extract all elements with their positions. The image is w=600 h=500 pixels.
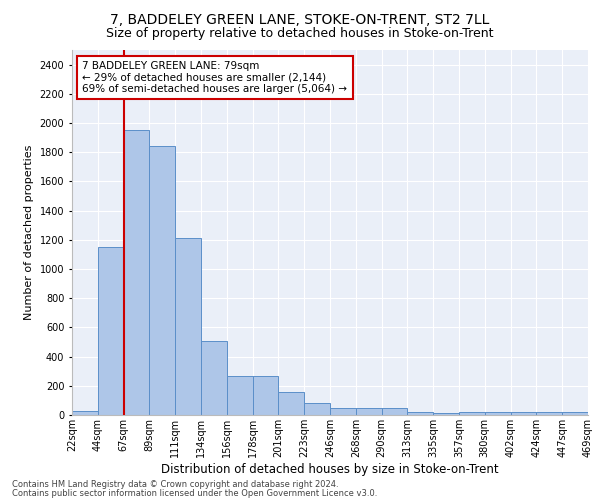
Text: Contains public sector information licensed under the Open Government Licence v3: Contains public sector information licen… — [12, 489, 377, 498]
Bar — [356, 408, 382, 415]
Bar — [459, 412, 485, 415]
Bar — [201, 340, 227, 415]
X-axis label: Distribution of detached houses by size in Stoke-on-Trent: Distribution of detached houses by size … — [161, 462, 499, 475]
Bar — [433, 413, 459, 415]
Text: 7, BADDELEY GREEN LANE, STOKE-ON-TRENT, ST2 7LL: 7, BADDELEY GREEN LANE, STOKE-ON-TRENT, … — [110, 12, 490, 26]
Bar — [304, 404, 330, 415]
Bar — [485, 412, 511, 415]
Bar — [149, 146, 175, 415]
Bar — [98, 247, 124, 415]
Bar — [511, 412, 536, 415]
Bar — [72, 410, 98, 415]
Bar — [382, 408, 407, 415]
Bar — [330, 408, 356, 415]
Bar — [175, 238, 201, 415]
Bar — [407, 412, 433, 415]
Bar — [253, 376, 278, 415]
Bar — [278, 392, 304, 415]
Text: 7 BADDELEY GREEN LANE: 79sqm
← 29% of detached houses are smaller (2,144)
69% of: 7 BADDELEY GREEN LANE: 79sqm ← 29% of de… — [82, 61, 347, 94]
Text: Size of property relative to detached houses in Stoke-on-Trent: Size of property relative to detached ho… — [106, 28, 494, 40]
Text: Contains HM Land Registry data © Crown copyright and database right 2024.: Contains HM Land Registry data © Crown c… — [12, 480, 338, 489]
Bar — [562, 412, 588, 415]
Y-axis label: Number of detached properties: Number of detached properties — [24, 145, 34, 320]
Bar — [536, 412, 562, 415]
Bar — [227, 376, 253, 415]
Bar — [124, 130, 149, 415]
